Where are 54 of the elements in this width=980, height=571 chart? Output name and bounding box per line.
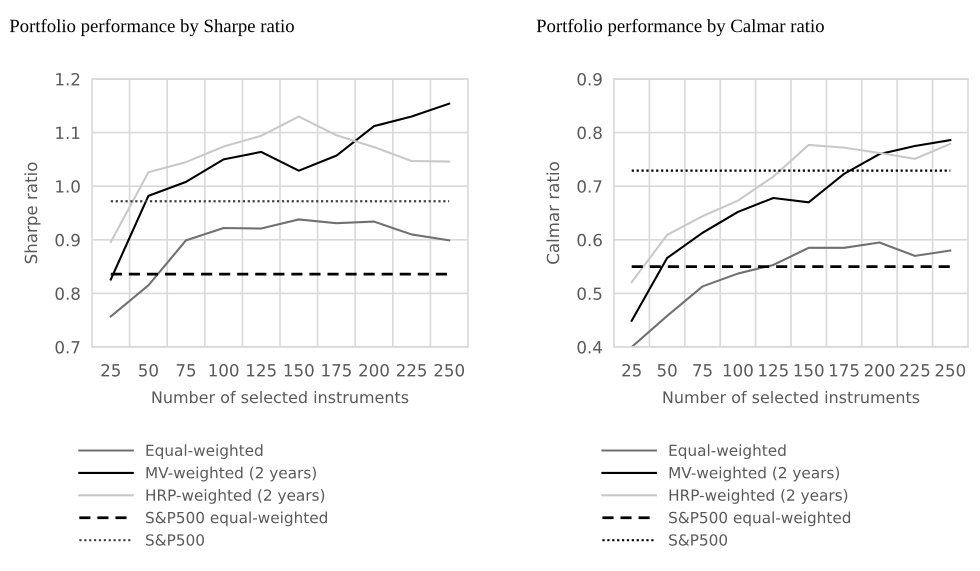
y-tick-label: 0.7 [55,340,80,354]
legend-label: S&P500 equal-weighted [669,512,850,526]
x-tick-label: 150 [284,364,314,377]
x-tick-label: 75 [693,364,712,377]
x-axis-title: Number of selected instruments [664,390,920,404]
x-tick-label: 175 [830,364,859,377]
y-axis-title: Calmar ratio [546,162,560,264]
x-tick-label: 50 [658,364,677,377]
line-series [110,102,450,281]
y-tick-label: 0.7 [577,180,602,193]
y-axis-title: Sharpe ratio [24,162,40,264]
legend-label: S&P500 [146,534,204,546]
chart-title: Portfolio performance by Calmar ratio [536,18,824,36]
line-series [630,139,952,322]
y-tick-label: 1.1 [56,126,80,139]
y-tick-label: 0.5 [577,287,602,300]
x-tick-label: 225 [900,364,930,377]
line-series [630,241,952,347]
x-axis-title: Number of selected instruments [152,390,408,404]
legend-label: MV-weighted (2 years) [670,466,840,482]
x-tick-label: 250 [936,364,966,377]
y-tick-label: 1.2 [56,72,80,86]
y-tick-label: 0.6 [577,234,602,246]
legend-label: MV-weighted (2 years) [146,466,316,482]
x-tick-label: 175 [322,364,351,377]
y-tick-label: 0.8 [577,126,602,140]
y-tick-label: 0.8 [55,287,80,300]
legend-label: HRP-weighted (2 years) [670,489,848,504]
y-tick-label: 0.9 [577,72,602,86]
x-tick-label: 225 [396,364,426,377]
x-tick-label: 200 [864,364,894,377]
x-tick-label: 25 [101,364,120,377]
chart-title: Portfolio performance by Sharpe ratio [10,18,294,36]
legend-label: Equal-weighted [670,444,786,460]
x-tick-label: 125 [759,364,788,377]
x-tick-label: 75 [176,364,196,377]
legend-label: HRP-weighted (2 years) [146,489,324,504]
line-series [110,218,450,318]
legend-label: S&P500 equal-weighted [146,512,327,526]
line-series [110,115,450,243]
x-tick-label: 50 [139,364,158,377]
y-tick-label: 0.9 [55,234,80,246]
legend-label: Equal-weighted [146,444,262,460]
line-series [630,142,952,284]
x-tick-label: 125 [247,364,276,377]
x-tick-label: 150 [794,364,824,377]
x-tick-label: 25 [622,364,641,377]
x-tick-label: 100 [724,364,753,377]
x-tick-label: 200 [359,364,389,377]
y-tick-label: 1.0 [56,180,80,193]
x-tick-label: 250 [434,364,464,377]
y-tick-label: 0.4 [577,340,602,354]
x-tick-label: 100 [210,364,238,377]
legend-label: S&P500 [669,534,728,546]
